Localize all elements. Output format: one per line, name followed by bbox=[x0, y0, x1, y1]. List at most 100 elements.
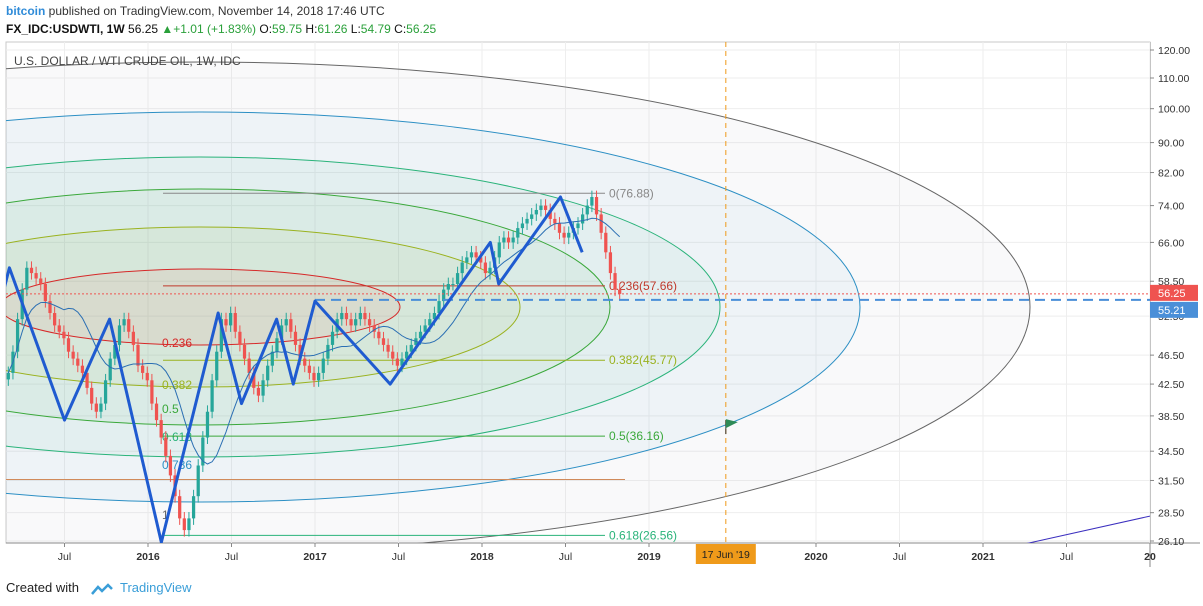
y-tick-label: 74.00 bbox=[1158, 201, 1184, 213]
fib-ellipse bbox=[6, 61, 1031, 543]
fib-retracement: 0(76.88) 0.236(57.66) 0.382(45.77) 0.5(36.1… bbox=[6, 186, 677, 542]
x-tick-label: 2018 bbox=[470, 551, 494, 563]
candle-body bbox=[182, 518, 186, 531]
candle-body bbox=[270, 351, 274, 366]
overlays bbox=[6, 42, 1150, 543]
candle-body bbox=[284, 319, 288, 326]
x-tick-label: Jul bbox=[225, 551, 238, 563]
y-tick-label: 46.50 bbox=[1158, 350, 1184, 362]
fib-level-label: 0.618(26.56) bbox=[609, 528, 677, 542]
fib-level-label: 0(76.88) bbox=[609, 186, 654, 200]
candle-body bbox=[418, 331, 423, 339]
candle-body bbox=[15, 319, 20, 352]
candle-body bbox=[178, 496, 182, 519]
fib-ellipse-label: 0.618 bbox=[162, 430, 192, 444]
candle-body bbox=[159, 420, 163, 438]
x-tick-label: Jul bbox=[58, 551, 71, 563]
x-tick-label: Jul bbox=[893, 551, 906, 563]
candle-body bbox=[539, 205, 543, 210]
y-tick-label: 120.00 bbox=[1158, 45, 1190, 57]
y-tick-label: 31.50 bbox=[1158, 475, 1184, 487]
close-label: C: bbox=[394, 22, 407, 36]
tradingview-logo-icon bbox=[90, 582, 113, 595]
fib-level-label: 0.382(45.77) bbox=[609, 353, 677, 367]
candle-body bbox=[525, 218, 529, 224]
candle-body bbox=[585, 205, 589, 215]
candle-body bbox=[488, 267, 492, 274]
high-label: H: bbox=[305, 22, 318, 36]
candle-body bbox=[266, 365, 270, 381]
candle-body bbox=[164, 437, 168, 456]
candle-body bbox=[423, 325, 427, 332]
candle-body bbox=[94, 403, 98, 412]
candle-body bbox=[205, 411, 210, 438]
candle-body bbox=[136, 344, 140, 366]
candle-body bbox=[455, 273, 460, 285]
candle-body bbox=[354, 319, 358, 326]
x-tick-label: Jul bbox=[392, 551, 405, 563]
y-tick-label: 42.50 bbox=[1158, 379, 1184, 391]
candle-body bbox=[428, 319, 432, 326]
candle-body bbox=[312, 372, 316, 381]
candle-body bbox=[548, 209, 552, 219]
candle-body bbox=[534, 209, 538, 215]
y-axis: 120.00110.00100.0090.0082.0074.0066.0058… bbox=[1150, 45, 1190, 548]
candle-body bbox=[25, 267, 29, 290]
candle-body bbox=[576, 223, 580, 229]
candle-body bbox=[367, 319, 372, 326]
y-tick-label: 100.00 bbox=[1158, 104, 1190, 116]
y-tick-label: 34.50 bbox=[1158, 446, 1184, 458]
candle-body bbox=[317, 372, 321, 381]
price-change: +1.01 (+1.83%) bbox=[173, 22, 257, 36]
candle-body bbox=[29, 267, 34, 274]
candle-body bbox=[99, 403, 103, 412]
candle-body bbox=[386, 344, 390, 352]
candle-body bbox=[497, 242, 501, 258]
candle-body bbox=[506, 237, 511, 243]
high-value: 61.26 bbox=[317, 22, 348, 36]
candle-body bbox=[76, 358, 80, 366]
tradingview-link[interactable]: TradingView bbox=[120, 580, 192, 595]
candle-body bbox=[330, 331, 335, 345]
x-tick-label: 2020 bbox=[804, 551, 828, 563]
candle-body bbox=[340, 313, 344, 320]
candle-body bbox=[553, 218, 557, 224]
y-tick-label: 90.00 bbox=[1158, 138, 1184, 150]
candle-body bbox=[405, 351, 409, 359]
x-tick-label: 2017 bbox=[303, 551, 327, 563]
publish-line: bitcoin published on TradingView.com, No… bbox=[6, 4, 385, 18]
fib-ellipses: 0.236 0.382 0.5 0.618 0.786 1 bbox=[6, 61, 1031, 543]
candle-body bbox=[432, 313, 437, 320]
open-label: O: bbox=[259, 22, 273, 36]
candle-body bbox=[53, 313, 57, 326]
candle-body bbox=[233, 313, 237, 332]
plot-area[interactable] bbox=[5, 41, 1151, 544]
author-link[interactable]: bitcoin bbox=[6, 4, 46, 18]
candle-body bbox=[530, 214, 534, 219]
candle-body bbox=[377, 331, 381, 339]
fib-level-label: 0.5(36.16) bbox=[609, 429, 664, 443]
candle-body bbox=[581, 214, 585, 224]
candle-body bbox=[618, 289, 622, 294]
price-labels: 56.25 55.21 bbox=[1150, 284, 1198, 318]
candle-body bbox=[474, 252, 478, 258]
candle-body bbox=[326, 344, 330, 359]
candle-body bbox=[66, 338, 71, 352]
candle-body bbox=[400, 358, 404, 366]
candle-body bbox=[594, 197, 599, 215]
candle-body bbox=[465, 257, 469, 263]
candle-body bbox=[224, 319, 228, 326]
candle-body bbox=[108, 358, 112, 381]
footer: Created with TradingView bbox=[6, 580, 192, 595]
up-arrow-icon: ▲ bbox=[161, 22, 174, 36]
candle-body bbox=[604, 232, 608, 253]
time-scale-area[interactable] bbox=[6, 543, 1150, 567]
y-tick-label: 110.00 bbox=[1158, 73, 1189, 85]
candle-body bbox=[469, 252, 474, 258]
candle-body bbox=[451, 284, 455, 286]
fib-level-label: 0.236(57.66) bbox=[609, 279, 677, 293]
candle-body bbox=[543, 205, 548, 210]
candle-body bbox=[103, 380, 108, 404]
grid bbox=[6, 42, 1150, 543]
